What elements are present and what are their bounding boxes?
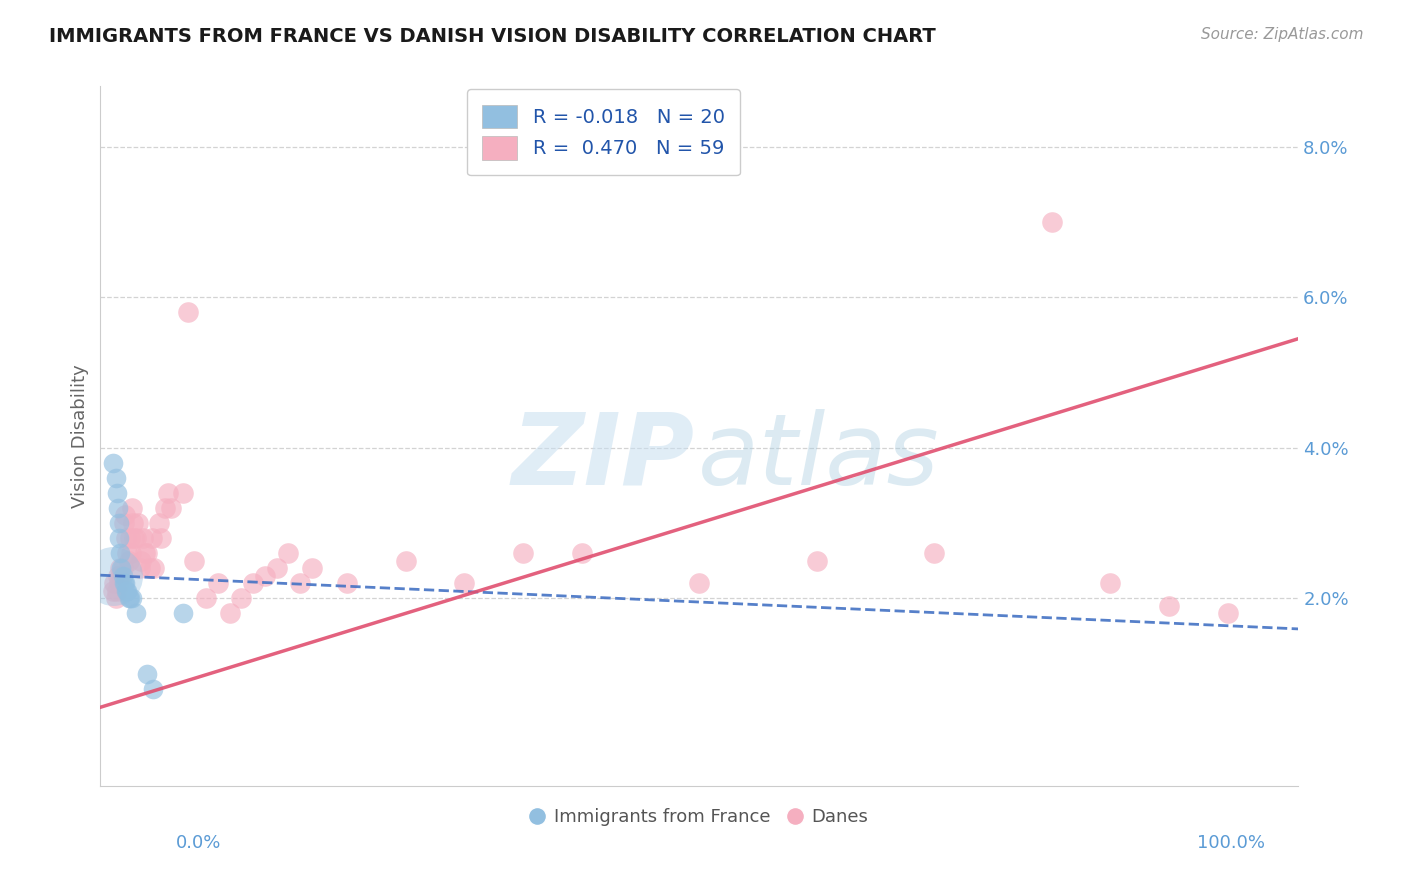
Y-axis label: Vision Disability: Vision Disability <box>72 365 89 508</box>
Point <box>110 561 132 575</box>
Point <box>242 576 264 591</box>
Point <box>922 546 945 560</box>
Point <box>288 576 311 591</box>
Point <box>114 508 136 523</box>
Point <box>104 591 127 606</box>
Point <box>118 591 141 606</box>
Text: Source: ZipAtlas.com: Source: ZipAtlas.com <box>1201 27 1364 42</box>
Point <box>117 554 139 568</box>
Point <box>253 568 276 582</box>
Point <box>121 500 143 515</box>
Point <box>107 568 129 582</box>
Point <box>143 561 166 575</box>
Point <box>1159 599 1181 613</box>
Point <box>110 561 132 575</box>
Point <box>117 546 139 560</box>
Text: 100.0%: 100.0% <box>1198 834 1265 852</box>
Point <box>122 516 145 530</box>
Point <box>105 583 128 598</box>
Point <box>1216 607 1239 621</box>
Point <box>136 546 159 560</box>
Point <box>277 546 299 560</box>
Point <box>395 554 418 568</box>
Point <box>806 554 828 568</box>
Text: 0.0%: 0.0% <box>176 834 221 852</box>
Point <box>124 531 146 545</box>
Point <box>103 583 125 598</box>
Point <box>121 591 143 606</box>
Point <box>111 568 134 582</box>
Point <box>115 531 138 545</box>
Point <box>301 561 323 575</box>
Point <box>117 583 139 598</box>
Text: ZIP: ZIP <box>512 409 695 506</box>
Point <box>150 531 173 545</box>
Point <box>124 531 146 545</box>
Point <box>148 516 170 530</box>
Point <box>138 561 160 575</box>
Point <box>172 607 194 621</box>
Point <box>136 666 159 681</box>
Point <box>112 516 135 530</box>
Point <box>153 500 176 515</box>
Point <box>512 546 534 560</box>
Point <box>183 554 205 568</box>
Point <box>218 607 240 621</box>
Point <box>110 546 132 560</box>
Point <box>129 561 152 575</box>
Point <box>231 591 253 606</box>
Point <box>107 500 129 515</box>
Point <box>127 516 149 530</box>
Point <box>1040 215 1063 229</box>
Point <box>120 546 142 560</box>
Text: atlas: atlas <box>699 409 941 506</box>
Point <box>177 305 200 319</box>
Point <box>207 576 229 591</box>
Point <box>108 531 131 545</box>
Point <box>195 591 218 606</box>
Point <box>157 486 180 500</box>
Point <box>111 561 134 575</box>
Point <box>124 607 146 621</box>
Point <box>118 531 141 545</box>
Legend: Immigrants from France, Danes: Immigrants from France, Danes <box>523 801 876 833</box>
Point <box>103 576 125 591</box>
Point <box>336 576 359 591</box>
Point <box>117 591 139 606</box>
Point <box>266 561 288 575</box>
Point <box>131 554 153 568</box>
Point <box>172 486 194 500</box>
Point <box>108 516 131 530</box>
Point <box>142 681 165 696</box>
Point <box>110 568 132 582</box>
Point <box>112 576 135 591</box>
Point <box>103 568 125 582</box>
Point <box>571 546 593 560</box>
Point <box>159 500 181 515</box>
Point <box>105 486 128 500</box>
Point <box>1099 576 1122 591</box>
Point <box>108 576 131 591</box>
Point <box>134 546 156 560</box>
Point <box>115 583 138 598</box>
Point <box>104 471 127 485</box>
Point <box>131 531 153 545</box>
Text: IMMIGRANTS FROM FRANCE VS DANISH VISION DISABILITY CORRELATION CHART: IMMIGRANTS FROM FRANCE VS DANISH VISION … <box>49 27 936 45</box>
Point <box>114 576 136 591</box>
Point <box>103 456 125 470</box>
Point <box>688 576 710 591</box>
Point <box>141 531 163 545</box>
Point <box>453 576 475 591</box>
